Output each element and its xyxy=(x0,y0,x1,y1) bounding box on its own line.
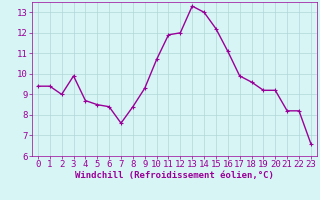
X-axis label: Windchill (Refroidissement éolien,°C): Windchill (Refroidissement éolien,°C) xyxy=(75,171,274,180)
